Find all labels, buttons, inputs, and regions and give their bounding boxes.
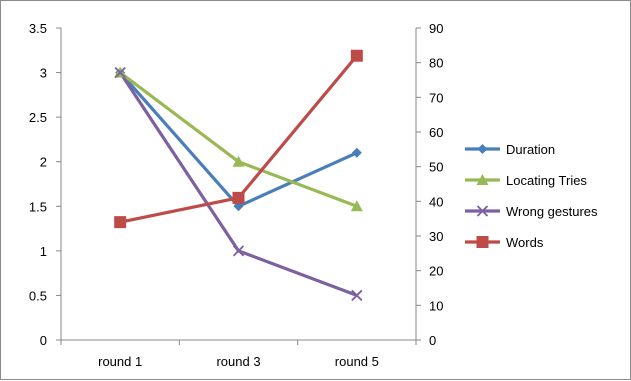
- series-markers: [114, 49, 363, 302]
- x-tick-label: round 3: [216, 354, 260, 369]
- legend-marker-duration: [477, 144, 488, 154]
- axes-layer: 0 0.5 1 1.5 2 2.5 3 3.5 0 10 20 30 40 50 60 70 80 90 round…: [29, 21, 444, 369]
- left-tick-label: 0.5: [29, 288, 47, 303]
- left-tick-label: 0: [40, 333, 47, 348]
- legend-label-duration: Duration: [506, 142, 555, 157]
- x-tick-label: round 1: [98, 354, 142, 369]
- right-tick-label: 60: [429, 125, 443, 140]
- data-point-words: [232, 191, 245, 204]
- data-point-words: [350, 49, 363, 62]
- series-line-locating-tries: [119, 71, 358, 208]
- left-tick-label: 2.5: [29, 110, 47, 125]
- right-tick-label: 30: [429, 229, 443, 244]
- legend-marker-wrong-gestures: [476, 205, 489, 217]
- legend-label-wrong-gestures: Wrong gestures: [506, 204, 598, 219]
- data-point-words: [114, 216, 127, 229]
- data-point-locating-tries: [232, 155, 245, 167]
- right-tick-label: 10: [429, 298, 443, 313]
- data-point-wrong-gestures: [232, 245, 245, 257]
- right-tick-label: 0: [429, 333, 436, 348]
- left-tick-label: 3: [40, 66, 47, 81]
- right-tick-label: 70: [429, 90, 443, 105]
- left-tick-label: 1.5: [29, 199, 47, 214]
- right-tick-label: 80: [429, 56, 443, 71]
- legend: Duration Locating Tries Wrong gestures Word…: [465, 142, 598, 250]
- right-tick-label: 50: [429, 160, 443, 175]
- data-point-locating-tries: [350, 200, 363, 212]
- legend-marker-words: [476, 236, 489, 248]
- left-tick-label: 1: [40, 244, 47, 259]
- data-point-wrong-gestures: [114, 66, 126, 79]
- right-tick-label: 90: [429, 21, 443, 36]
- left-tick-label: 3.5: [29, 21, 47, 36]
- legend-marker-locating-tries: [476, 174, 489, 185]
- series-line-duration: [118, 71, 358, 208]
- data-point-duration: [351, 147, 362, 158]
- right-tick-label: 20: [429, 264, 443, 279]
- data-point-wrong-gestures: [351, 289, 363, 302]
- right-tick-label: 40: [429, 194, 443, 209]
- legend-label-locating-tries: Locating Tries: [506, 173, 587, 188]
- left-tick-label: 2: [40, 155, 47, 170]
- series-line-wrong-gestures: [118, 71, 358, 297]
- x-tick-label: round 5: [335, 354, 379, 369]
- legend-label-words: Words: [506, 235, 544, 250]
- series-lines: [118, 54, 359, 297]
